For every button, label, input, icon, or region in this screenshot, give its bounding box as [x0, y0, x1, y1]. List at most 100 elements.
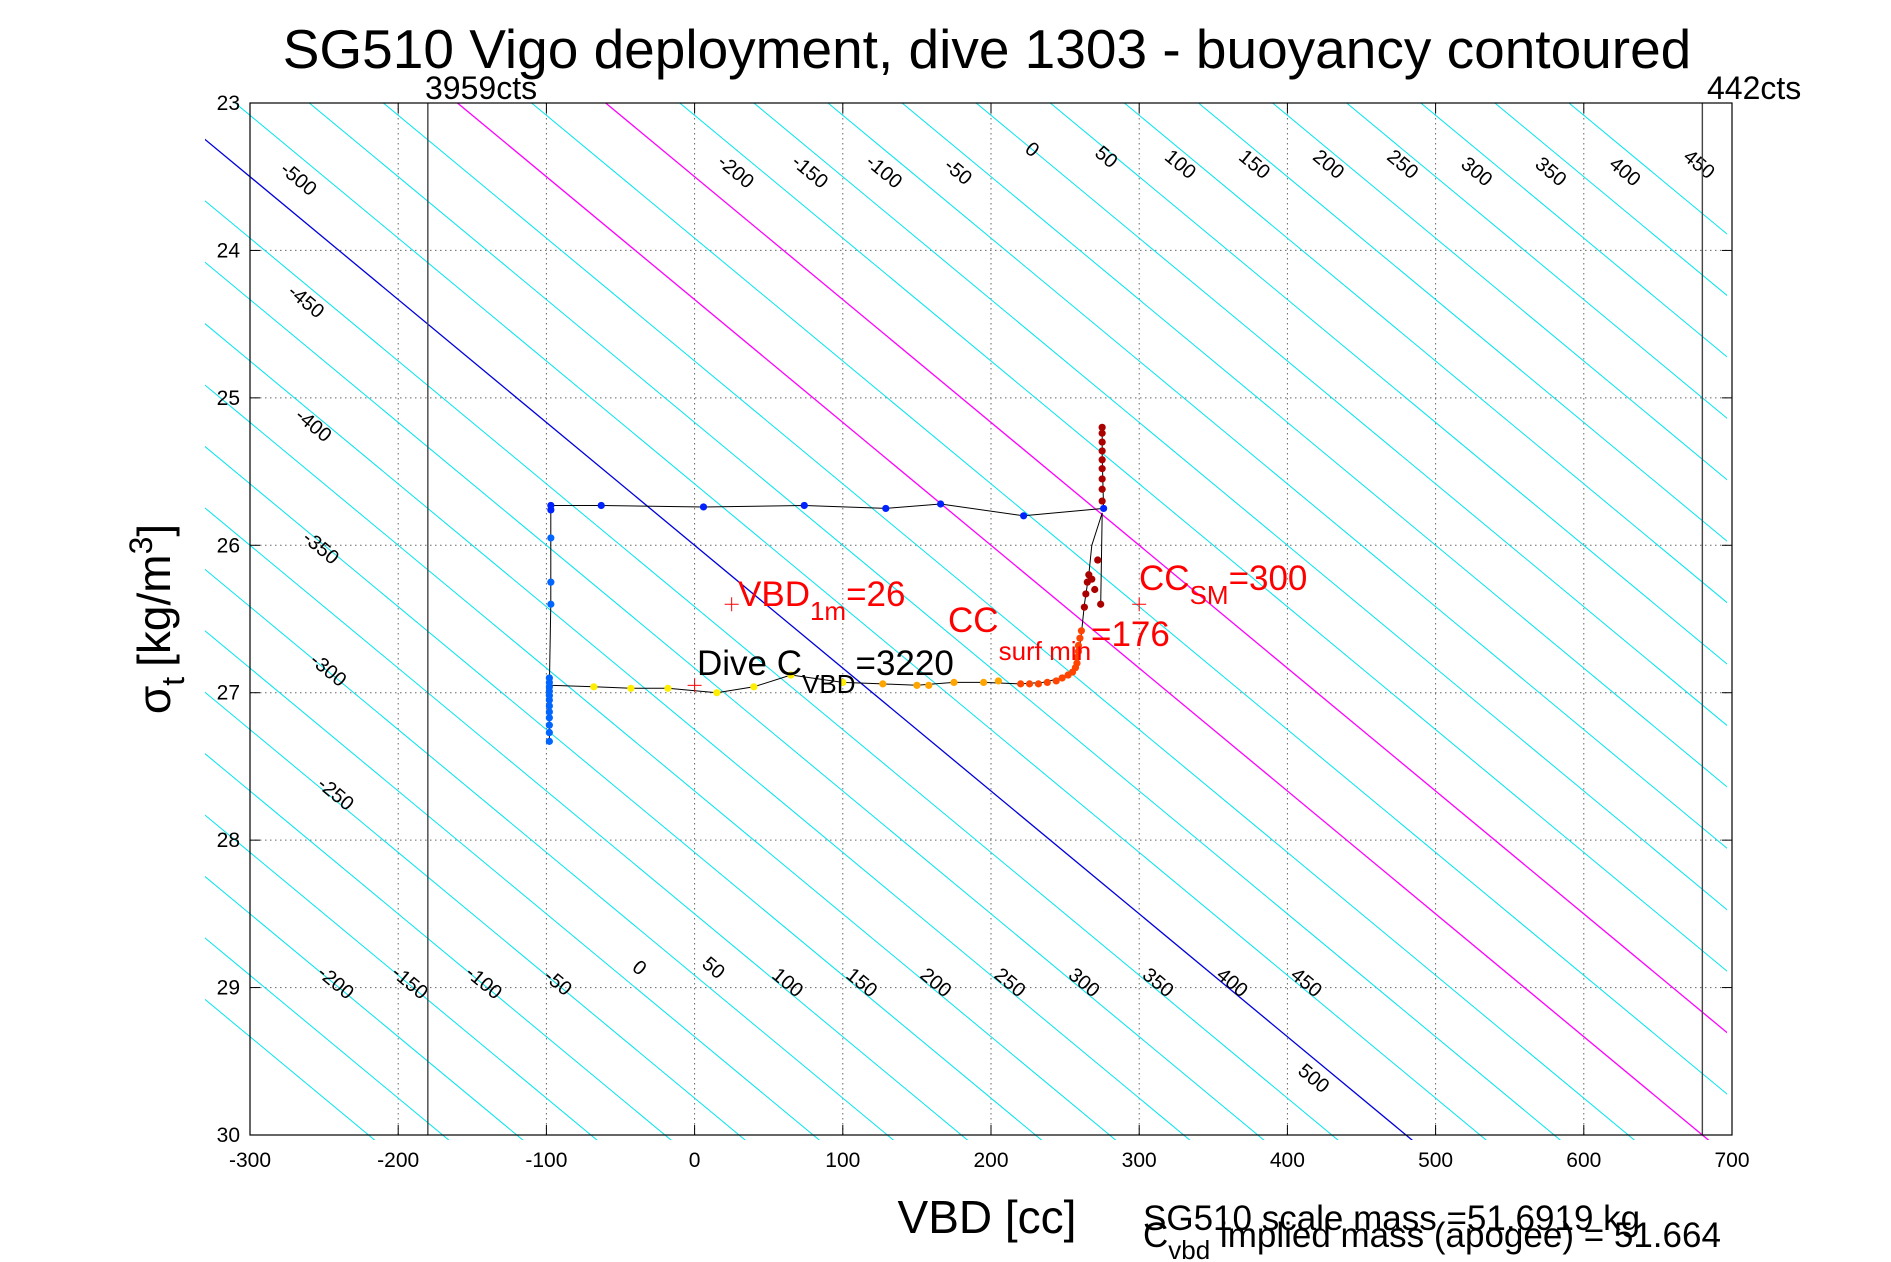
- data-point: [1052, 677, 1060, 685]
- y-label-unit: [kg/m: [128, 554, 180, 666]
- y-tick-label: 29: [217, 977, 240, 1000]
- y-label-symbol: σ: [128, 686, 180, 714]
- contour-line: [205, 691, 746, 1140]
- contour-line: [827, 103, 1727, 849]
- annotation-vbd-1m: VBD1m=26: [738, 575, 905, 626]
- contour-line: [604, 103, 1727, 1034]
- data-point: [925, 681, 933, 689]
- x-tick-label: 0: [689, 1149, 701, 1172]
- data-point: [1098, 447, 1106, 455]
- contour-line: [1345, 103, 1727, 419]
- data-point: [1098, 465, 1106, 473]
- data-point: [547, 506, 555, 514]
- data-point: [879, 680, 887, 688]
- chart-title: SG510 Vigo deployment, dive 1303 - buoya…: [283, 18, 1692, 80]
- contour-line: [205, 507, 969, 1140]
- data-point: [1076, 634, 1084, 642]
- contour-line: [205, 753, 672, 1140]
- contour-line: [205, 814, 598, 1140]
- vbd-limit-label-right: 442cts: [1707, 70, 1801, 106]
- x-tick-label: -100: [525, 1149, 567, 1172]
- data-point: [913, 681, 921, 689]
- data-point: [1094, 556, 1102, 564]
- y-ticks: 23 24 25 26 27 28 29 30: [217, 92, 1732, 1147]
- data-point: [1082, 590, 1090, 598]
- y-label-sub: t: [155, 677, 191, 686]
- contour-line: [1271, 103, 1727, 481]
- contour-line: [1197, 103, 1727, 542]
- data-point: [545, 702, 553, 710]
- contour-line: [1494, 103, 1727, 297]
- data-point: [627, 684, 635, 692]
- y-tick-label: 26: [217, 534, 240, 557]
- data-point: [1025, 680, 1034, 688]
- data-point: [882, 504, 890, 513]
- data-point: [545, 721, 553, 729]
- contour-line: [1568, 103, 1727, 235]
- data-point: [800, 501, 808, 510]
- data-point: [1088, 575, 1096, 583]
- y-axis-label: σt [kg/m3]: [123, 524, 191, 714]
- data-point: [787, 671, 795, 679]
- annotation-cc-sm: CCSM=300: [1139, 559, 1307, 610]
- data-point: [1080, 603, 1088, 611]
- data-point: [545, 708, 553, 716]
- data-point: [664, 684, 672, 692]
- x-tick-label: 500: [1418, 1149, 1453, 1172]
- contour-line: [382, 103, 1636, 1140]
- data-point: [950, 678, 958, 686]
- y-tick-label: 28: [217, 829, 240, 852]
- data-point: [1098, 423, 1106, 431]
- y-tick-label: 24: [217, 239, 241, 262]
- contour-line: [205, 261, 1265, 1140]
- y-tick-label: 23: [217, 92, 240, 115]
- data-point: [1073, 659, 1081, 667]
- contour-line: [1123, 103, 1727, 604]
- data-point: [1043, 678, 1051, 686]
- contour-line: [456, 103, 1710, 1140]
- data-point: [1098, 485, 1106, 493]
- x-tick-label: -200: [377, 1149, 419, 1172]
- data-point: [545, 696, 553, 704]
- data-point: [545, 714, 553, 722]
- contour-line: [205, 384, 1117, 1140]
- data-point: [1097, 600, 1105, 608]
- contour-line: [205, 630, 820, 1140]
- vbd-limit-lines: [427, 103, 1704, 1135]
- contour-line: [205, 998, 376, 1140]
- data-point: [699, 503, 708, 511]
- data-point: [937, 500, 945, 508]
- data-point: [1020, 512, 1028, 520]
- data-point: [547, 600, 555, 608]
- footer-scale-mass: SG510 scale mass =51.6919 kg: [1143, 1199, 1640, 1238]
- annotation-cc-surf-min: CCsurf min=176: [948, 601, 1170, 666]
- contour-line: [1049, 103, 1727, 665]
- data-point: [547, 534, 555, 542]
- x-tick-label: 300: [1122, 1149, 1157, 1172]
- annotation-dive-cvbd: Dive CVBD=3220: [697, 644, 954, 699]
- data-point: [1058, 674, 1066, 682]
- data-point: [713, 689, 721, 697]
- data-point: [839, 678, 847, 686]
- data-point: [545, 728, 553, 737]
- reference-markers: [687, 597, 1147, 693]
- contour-line: [205, 937, 450, 1140]
- data-points: [545, 423, 1108, 745]
- data-point: [597, 501, 605, 510]
- contour-line: [205, 568, 895, 1140]
- footer-implied-mass: Cvbd implied mass (apogee) = 51.664: [1143, 1216, 1721, 1262]
- x-axis-label: VBD [cc]: [898, 1191, 1077, 1243]
- contour-line: [975, 103, 1727, 727]
- data-point: [590, 683, 598, 691]
- vbd-limit-label-left: 3959cts: [425, 70, 537, 106]
- data-point: [994, 677, 1003, 685]
- contour-line: [234, 103, 1487, 1140]
- x-tick-label: 100: [825, 1149, 860, 1172]
- y-label-close: ]: [128, 524, 180, 537]
- data-point: [1098, 456, 1106, 464]
- data-point: [1017, 680, 1025, 688]
- data-point: [1091, 585, 1099, 594]
- x-tick-label: 600: [1566, 1149, 1601, 1172]
